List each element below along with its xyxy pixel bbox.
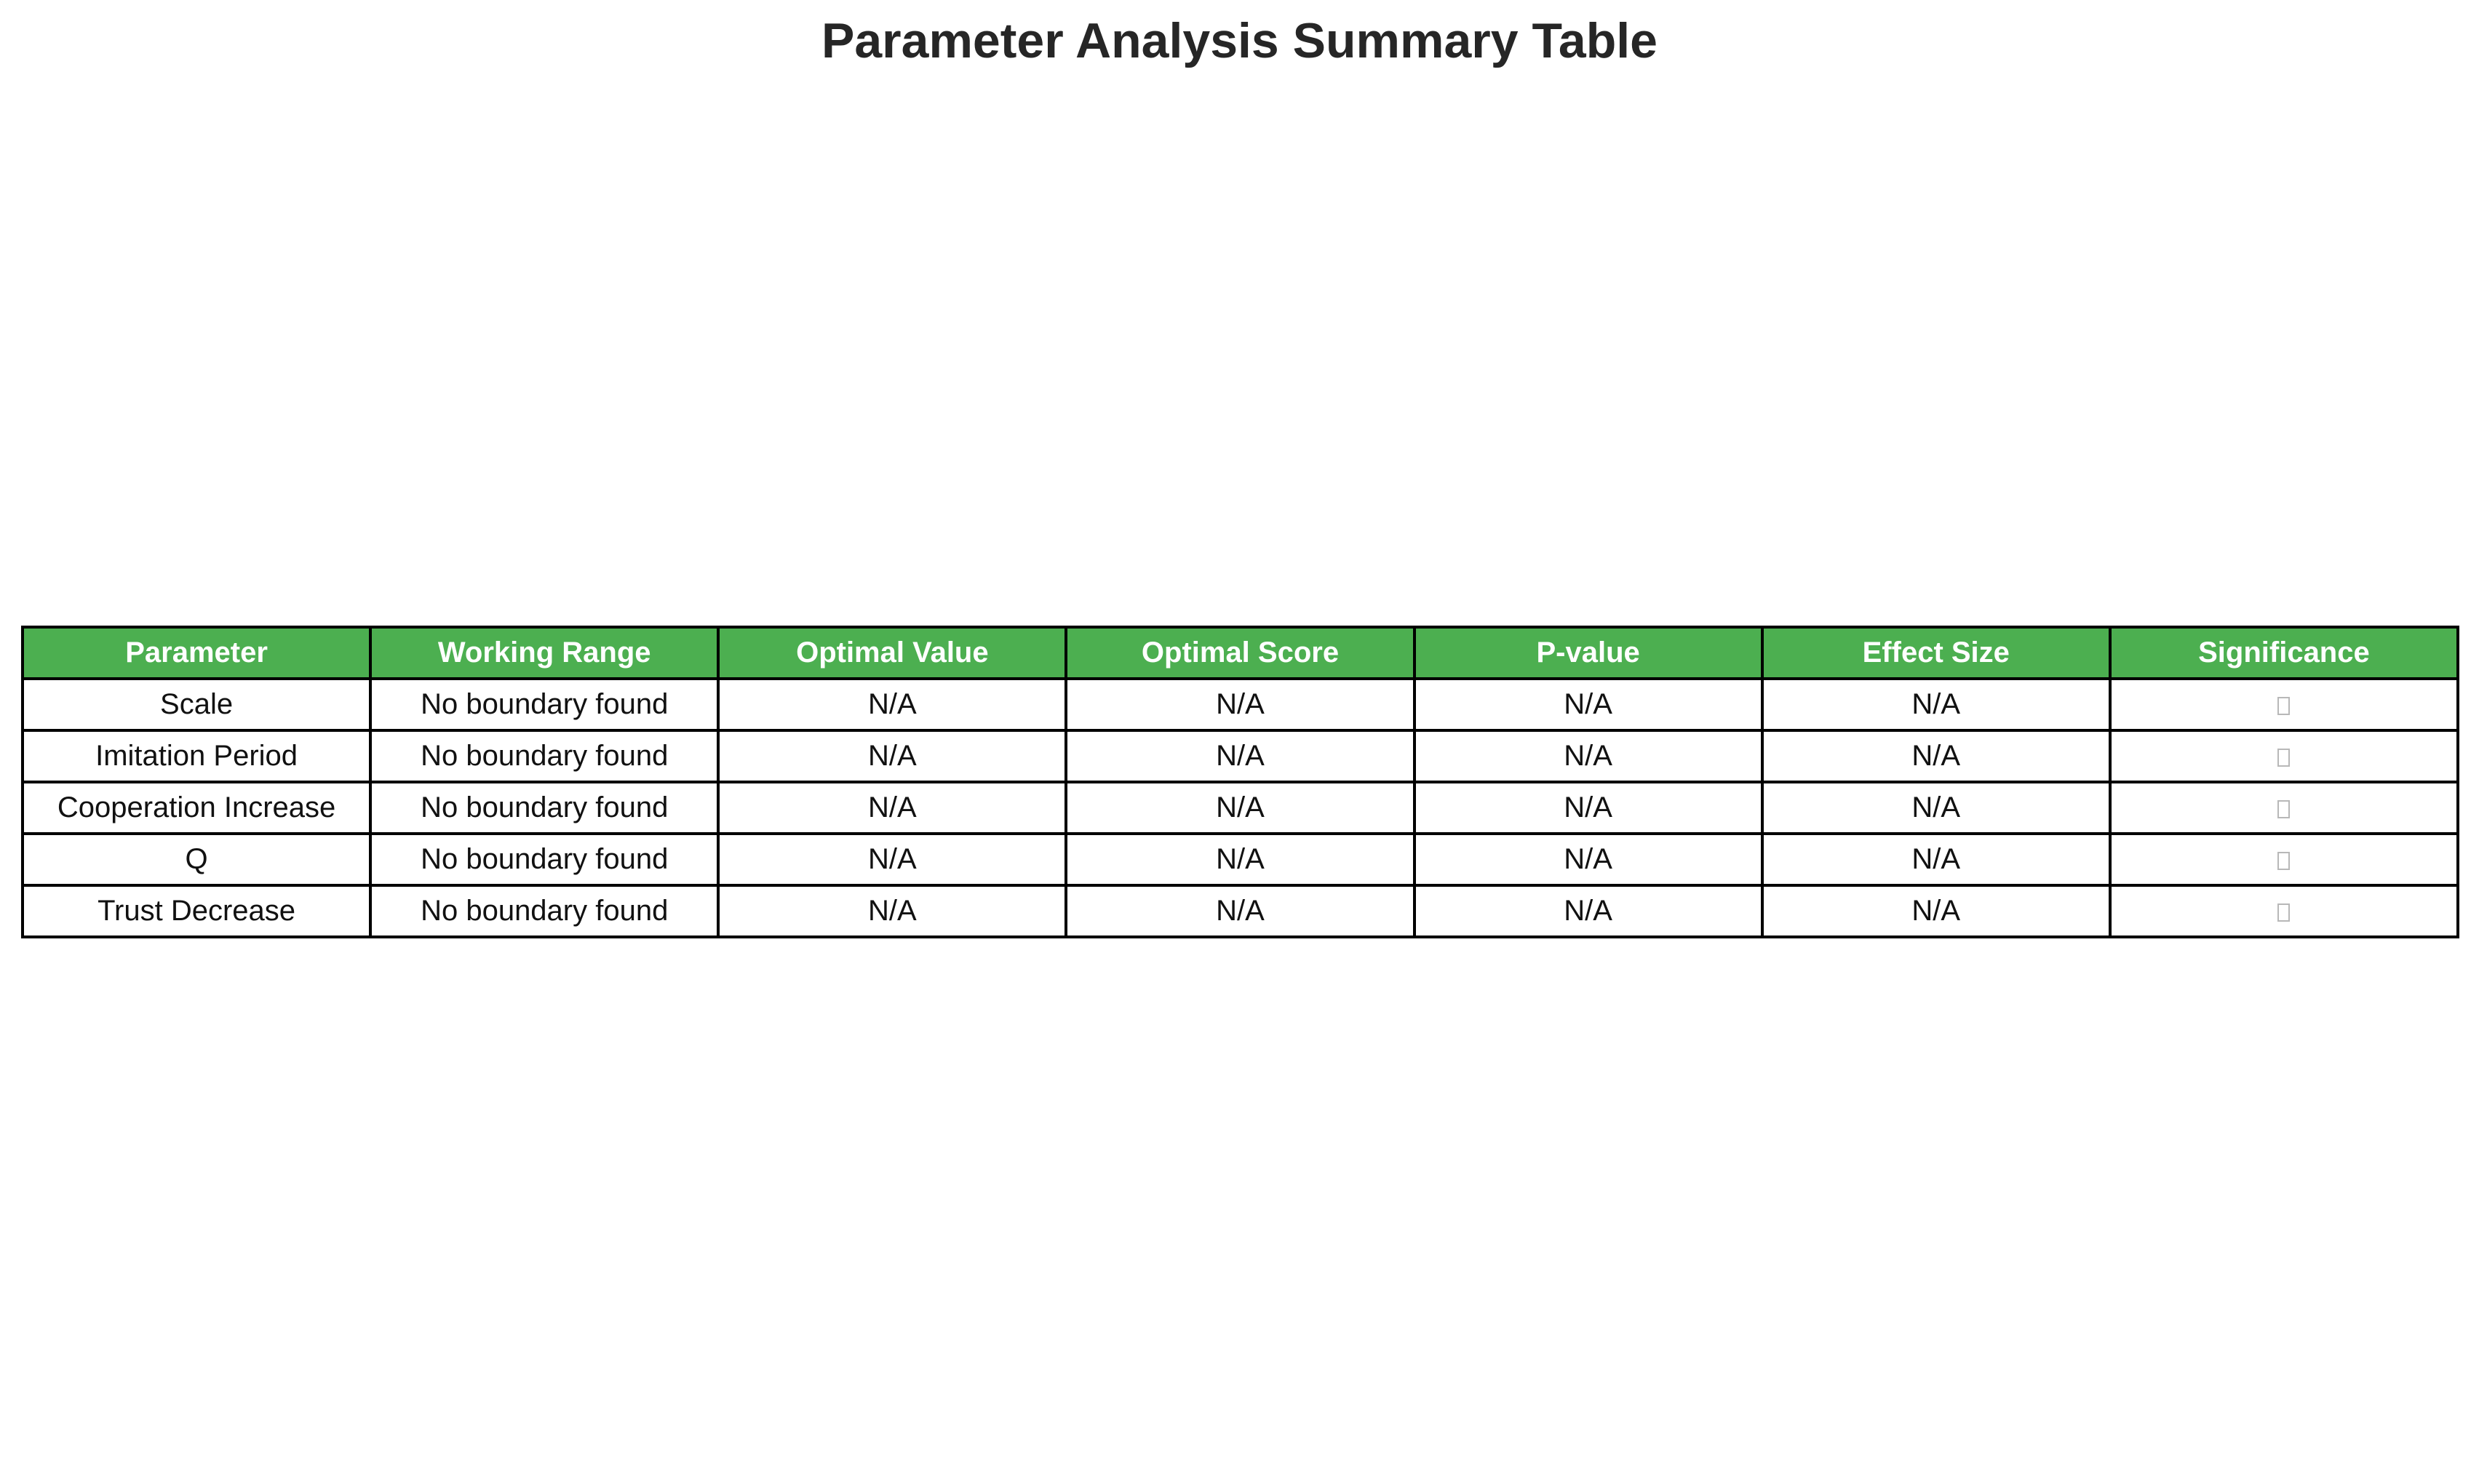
table-row: Cooperation Increase No boundary found N… [20, 781, 2460, 835]
cell-optimal-value: N/A [717, 677, 1068, 732]
cell-parameter: Imitation Period [20, 729, 373, 783]
table-row: Imitation Period No boundary found N/A N… [20, 729, 2460, 783]
cell-effect-size: N/A [1760, 884, 2112, 938]
cell-significance [2108, 677, 2460, 732]
column-header-parameter: Parameter [20, 626, 373, 680]
cell-significance [2108, 781, 2460, 835]
cell-p-value: N/A [1412, 729, 1764, 783]
column-header-working-range: Working Range [369, 626, 720, 680]
table-header-row: Parameter Working Range Optimal Value Op… [20, 626, 2460, 680]
column-header-effect-size: Effect Size [1760, 626, 2112, 680]
cell-significance [2108, 729, 2460, 783]
cell-parameter: Trust Decrease [20, 884, 373, 938]
cell-p-value: N/A [1412, 884, 1764, 938]
missing-glyph-icon [2277, 696, 2291, 715]
table-row: Scale No boundary found N/A N/A N/A N/A [20, 677, 2460, 732]
summary-table: Parameter Working Range Optimal Value Op… [20, 626, 2460, 938]
cell-p-value: N/A [1412, 781, 1764, 835]
cell-p-value: N/A [1412, 677, 1764, 732]
missing-glyph-icon [2277, 903, 2291, 922]
cell-effect-size: N/A [1760, 729, 2112, 783]
chart-title: Parameter Analysis Summary Table [821, 13, 1658, 68]
cell-parameter: Q [20, 832, 373, 887]
missing-glyph-icon [2277, 851, 2291, 870]
missing-glyph-icon [2277, 799, 2291, 818]
cell-optimal-value: N/A [717, 884, 1068, 938]
column-header-significance: Significance [2108, 626, 2460, 680]
cell-parameter: Cooperation Increase [20, 781, 373, 835]
cell-working-range: No boundary found [369, 729, 720, 783]
cell-working-range: No boundary found [369, 677, 720, 732]
cell-optimal-score: N/A [1065, 781, 1416, 835]
cell-effect-size: N/A [1760, 832, 2112, 887]
cell-optimal-value: N/A [717, 832, 1068, 887]
missing-glyph-icon [2277, 748, 2291, 767]
table-row: Trust Decrease No boundary found N/A N/A… [20, 884, 2460, 938]
cell-p-value: N/A [1412, 832, 1764, 887]
cell-optimal-score: N/A [1065, 729, 1416, 783]
cell-optimal-value: N/A [717, 729, 1068, 783]
cell-working-range: No boundary found [369, 884, 720, 938]
table-row: Q No boundary found N/A N/A N/A N/A [20, 832, 2460, 887]
cell-significance [2108, 884, 2460, 938]
cell-significance [2108, 832, 2460, 887]
cell-optimal-score: N/A [1065, 677, 1416, 732]
column-header-p-value: P-value [1412, 626, 1764, 680]
column-header-optimal-score: Optimal Score [1065, 626, 1416, 680]
cell-optimal-value: N/A [717, 781, 1068, 835]
cell-effect-size: N/A [1760, 781, 2112, 835]
cell-effect-size: N/A [1760, 677, 2112, 732]
cell-working-range: No boundary found [369, 832, 720, 887]
cell-working-range: No boundary found [369, 781, 720, 835]
cell-optimal-score: N/A [1065, 832, 1416, 887]
cell-parameter: Scale [20, 677, 373, 732]
cell-optimal-score: N/A [1065, 884, 1416, 938]
column-header-optimal-value: Optimal Value [717, 626, 1068, 680]
